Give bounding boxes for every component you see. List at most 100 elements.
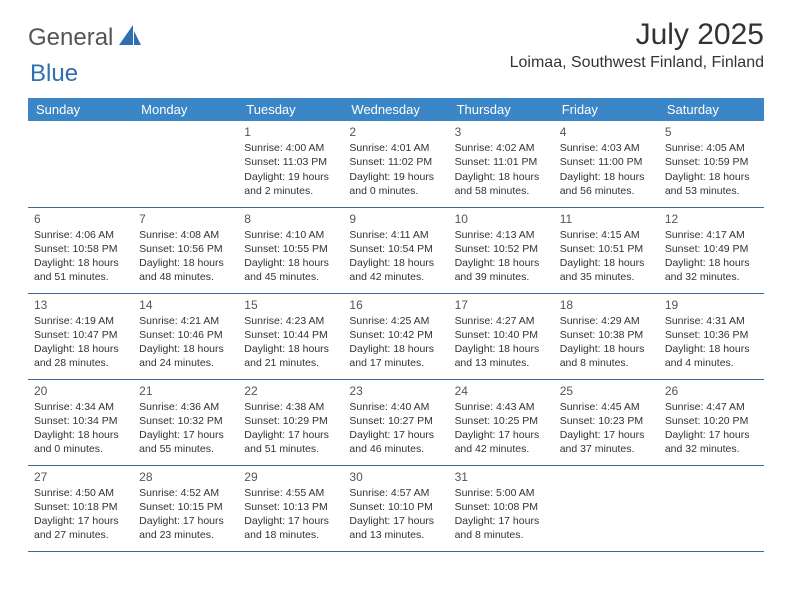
calendar-day-cell bbox=[554, 465, 659, 551]
brand-logo: General bbox=[28, 18, 141, 52]
day-number: 16 bbox=[349, 297, 442, 313]
sunset-line: Sunset: 11:01 PM bbox=[455, 155, 548, 169]
calendar-week-row: 20Sunrise: 4:34 AMSunset: 10:34 PMDaylig… bbox=[28, 379, 764, 465]
day-number: 12 bbox=[665, 211, 758, 227]
calendar-day-cell: 27Sunrise: 4:50 AMSunset: 10:18 PMDaylig… bbox=[28, 465, 133, 551]
sunset-line: Sunset: 10:32 PM bbox=[139, 414, 232, 428]
sunrise-line: Sunrise: 4:13 AM bbox=[455, 228, 548, 242]
calendar-day-cell: 11Sunrise: 4:15 AMSunset: 10:51 PMDaylig… bbox=[554, 207, 659, 293]
day-number: 18 bbox=[560, 297, 653, 313]
calendar-day-cell: 9Sunrise: 4:11 AMSunset: 10:54 PMDayligh… bbox=[343, 207, 448, 293]
daylight-line: Daylight: 19 hours and 2 minutes. bbox=[244, 170, 337, 198]
day-number: 19 bbox=[665, 297, 758, 313]
calendar-day-cell: 16Sunrise: 4:25 AMSunset: 10:42 PMDaylig… bbox=[343, 293, 448, 379]
day-number: 25 bbox=[560, 383, 653, 399]
day-number: 8 bbox=[244, 211, 337, 227]
daylight-line: Daylight: 17 hours and 32 minutes. bbox=[665, 428, 758, 456]
calendar-table: Sunday Monday Tuesday Wednesday Thursday… bbox=[28, 98, 764, 552]
sunrise-line: Sunrise: 4:25 AM bbox=[349, 314, 442, 328]
sunrise-line: Sunrise: 4:19 AM bbox=[34, 314, 127, 328]
month-title: July 2025 bbox=[510, 18, 764, 52]
sunset-line: Sunset: 10:38 PM bbox=[560, 328, 653, 342]
calendar-day-cell: 1Sunrise: 4:00 AMSunset: 11:03 PMDayligh… bbox=[238, 121, 343, 207]
sunset-line: Sunset: 10:52 PM bbox=[455, 242, 548, 256]
daylight-line: Daylight: 18 hours and 42 minutes. bbox=[349, 256, 442, 284]
calendar-day-cell: 5Sunrise: 4:05 AMSunset: 10:59 PMDayligh… bbox=[659, 121, 764, 207]
sunrise-line: Sunrise: 4:27 AM bbox=[455, 314, 548, 328]
day-number: 7 bbox=[139, 211, 232, 227]
sunrise-line: Sunrise: 4:08 AM bbox=[139, 228, 232, 242]
sunrise-line: Sunrise: 4:15 AM bbox=[560, 228, 653, 242]
day-number: 20 bbox=[34, 383, 127, 399]
day-number: 4 bbox=[560, 124, 653, 140]
daylight-line: Daylight: 18 hours and 17 minutes. bbox=[349, 342, 442, 370]
weekday-header-row: Sunday Monday Tuesday Wednesday Thursday… bbox=[28, 98, 764, 121]
calendar-day-cell: 8Sunrise: 4:10 AMSunset: 10:55 PMDayligh… bbox=[238, 207, 343, 293]
calendar-week-row: 13Sunrise: 4:19 AMSunset: 10:47 PMDaylig… bbox=[28, 293, 764, 379]
sunset-line: Sunset: 10:40 PM bbox=[455, 328, 548, 342]
sunrise-line: Sunrise: 4:01 AM bbox=[349, 141, 442, 155]
sunset-line: Sunset: 10:15 PM bbox=[139, 500, 232, 514]
daylight-line: Daylight: 18 hours and 53 minutes. bbox=[665, 170, 758, 198]
daylight-line: Daylight: 18 hours and 32 minutes. bbox=[665, 256, 758, 284]
sunrise-line: Sunrise: 4:31 AM bbox=[665, 314, 758, 328]
daylight-line: Daylight: 18 hours and 39 minutes. bbox=[455, 256, 548, 284]
sunset-line: Sunset: 10:44 PM bbox=[244, 328, 337, 342]
day-number: 27 bbox=[34, 469, 127, 485]
day-number: 15 bbox=[244, 297, 337, 313]
day-number: 3 bbox=[455, 124, 548, 140]
sunrise-line: Sunrise: 4:45 AM bbox=[560, 400, 653, 414]
day-number: 6 bbox=[34, 211, 127, 227]
calendar-day-cell: 6Sunrise: 4:06 AMSunset: 10:58 PMDayligh… bbox=[28, 207, 133, 293]
daylight-line: Daylight: 18 hours and 56 minutes. bbox=[560, 170, 653, 198]
daylight-line: Daylight: 18 hours and 45 minutes. bbox=[244, 256, 337, 284]
sunset-line: Sunset: 10:56 PM bbox=[139, 242, 232, 256]
day-number: 11 bbox=[560, 211, 653, 227]
day-number: 24 bbox=[455, 383, 548, 399]
brand-part2: Blue bbox=[30, 60, 78, 87]
sunrise-line: Sunrise: 4:03 AM bbox=[560, 141, 653, 155]
sunrise-line: Sunrise: 4:34 AM bbox=[34, 400, 127, 414]
day-number: 13 bbox=[34, 297, 127, 313]
calendar-day-cell: 30Sunrise: 4:57 AMSunset: 10:10 PMDaylig… bbox=[343, 465, 448, 551]
weekday-header: Thursday bbox=[449, 98, 554, 121]
sunset-line: Sunset: 10:54 PM bbox=[349, 242, 442, 256]
brand-part1: General bbox=[28, 24, 113, 52]
sail-icon bbox=[119, 24, 141, 52]
day-number: 14 bbox=[139, 297, 232, 313]
sunset-line: Sunset: 10:29 PM bbox=[244, 414, 337, 428]
calendar-day-cell: 17Sunrise: 4:27 AMSunset: 10:40 PMDaylig… bbox=[449, 293, 554, 379]
daylight-line: Daylight: 18 hours and 24 minutes. bbox=[139, 342, 232, 370]
calendar-day-cell: 7Sunrise: 4:08 AMSunset: 10:56 PMDayligh… bbox=[133, 207, 238, 293]
sunset-line: Sunset: 10:25 PM bbox=[455, 414, 548, 428]
sunrise-line: Sunrise: 5:00 AM bbox=[455, 486, 548, 500]
sunset-line: Sunset: 10:10 PM bbox=[349, 500, 442, 514]
daylight-line: Daylight: 17 hours and 42 minutes. bbox=[455, 428, 548, 456]
daylight-line: Daylight: 17 hours and 46 minutes. bbox=[349, 428, 442, 456]
day-number: 17 bbox=[455, 297, 548, 313]
day-number: 10 bbox=[455, 211, 548, 227]
calendar-day-cell: 31Sunrise: 5:00 AMSunset: 10:08 PMDaylig… bbox=[449, 465, 554, 551]
sunrise-line: Sunrise: 4:21 AM bbox=[139, 314, 232, 328]
sunset-line: Sunset: 10:42 PM bbox=[349, 328, 442, 342]
sunrise-line: Sunrise: 4:23 AM bbox=[244, 314, 337, 328]
sunset-line: Sunset: 11:03 PM bbox=[244, 155, 337, 169]
day-number: 29 bbox=[244, 469, 337, 485]
calendar-day-cell: 3Sunrise: 4:02 AMSunset: 11:01 PMDayligh… bbox=[449, 121, 554, 207]
sunset-line: Sunset: 10:55 PM bbox=[244, 242, 337, 256]
calendar-day-cell: 15Sunrise: 4:23 AMSunset: 10:44 PMDaylig… bbox=[238, 293, 343, 379]
sunset-line: Sunset: 10:20 PM bbox=[665, 414, 758, 428]
daylight-line: Daylight: 18 hours and 35 minutes. bbox=[560, 256, 653, 284]
sunrise-line: Sunrise: 4:00 AM bbox=[244, 141, 337, 155]
calendar-day-cell: 18Sunrise: 4:29 AMSunset: 10:38 PMDaylig… bbox=[554, 293, 659, 379]
calendar-week-row: 6Sunrise: 4:06 AMSunset: 10:58 PMDayligh… bbox=[28, 207, 764, 293]
sunset-line: Sunset: 11:00 PM bbox=[560, 155, 653, 169]
calendar-day-cell: 29Sunrise: 4:55 AMSunset: 10:13 PMDaylig… bbox=[238, 465, 343, 551]
calendar-day-cell: 4Sunrise: 4:03 AMSunset: 11:00 PMDayligh… bbox=[554, 121, 659, 207]
daylight-line: Daylight: 17 hours and 55 minutes. bbox=[139, 428, 232, 456]
daylight-line: Daylight: 18 hours and 48 minutes. bbox=[139, 256, 232, 284]
sunset-line: Sunset: 10:46 PM bbox=[139, 328, 232, 342]
weekday-header: Tuesday bbox=[238, 98, 343, 121]
calendar-day-cell: 12Sunrise: 4:17 AMSunset: 10:49 PMDaylig… bbox=[659, 207, 764, 293]
day-number: 23 bbox=[349, 383, 442, 399]
